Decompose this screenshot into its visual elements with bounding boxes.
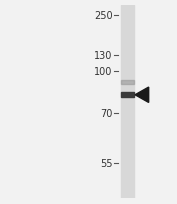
Text: 130: 130	[94, 51, 113, 61]
Bar	[121, 6, 135, 198]
Text: 70: 70	[100, 109, 113, 119]
Bar	[121, 81, 135, 84]
Text: 55: 55	[100, 158, 113, 168]
Text: 250: 250	[94, 11, 113, 21]
Polygon shape	[135, 88, 149, 103]
Text: 100: 100	[94, 66, 113, 76]
Bar	[121, 93, 135, 98]
